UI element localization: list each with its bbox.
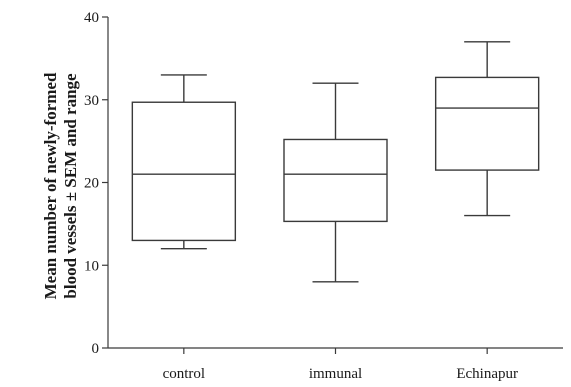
interquartile-box	[434, 76, 540, 171]
y-axis-label-line-1: Mean number of newly-formed	[41, 72, 60, 299]
y-tick-label: 10	[84, 258, 99, 274]
box-immunal	[283, 82, 388, 283]
y-tick-label: 40	[84, 10, 99, 26]
box-control	[131, 74, 237, 250]
y-axis-label-line-2: blood vessels ± SEM and range	[61, 73, 80, 299]
x-tick-label: Echinapur	[456, 366, 518, 382]
y-axis-label: Mean number of newly-formed blood vessel…	[41, 72, 80, 299]
y-tick-label: 0	[92, 341, 100, 357]
y-tick-label: 20	[84, 176, 99, 192]
interquartile-box	[283, 138, 388, 223]
y-tick-label: 30	[84, 93, 99, 109]
x-tick-label: immunal	[309, 366, 362, 382]
box-echinapur	[434, 41, 540, 217]
interquartile-box	[131, 101, 237, 242]
x-tick-labels: control immunal Echinapur	[163, 348, 518, 382]
box-series	[131, 41, 540, 283]
x-tick-label: control	[163, 366, 206, 382]
